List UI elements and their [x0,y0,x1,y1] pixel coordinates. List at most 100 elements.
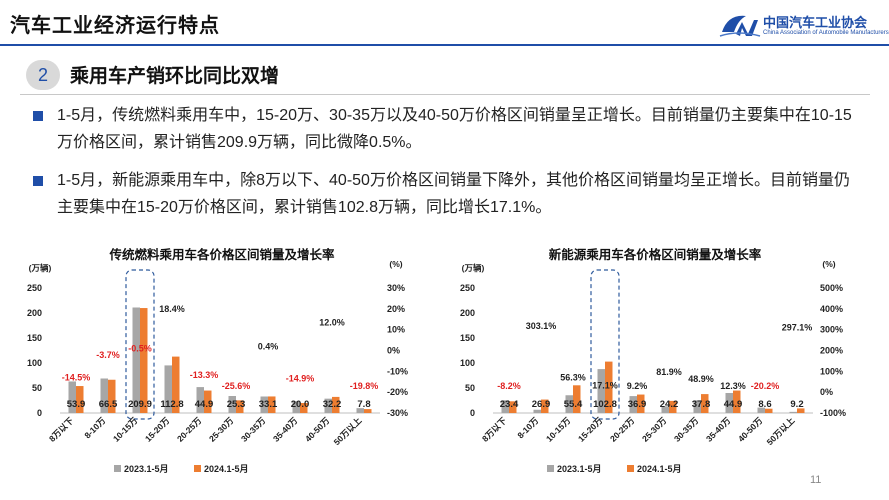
bar-2023 [292,401,300,413]
value-label: 25.3 [227,399,246,410]
page-number: 11 [810,474,822,486]
x-tick-label: 10-15万 [544,415,573,444]
bar-2024 [605,361,613,413]
chart-title: 传统燃料乘用车各价格区间销量及增长率 [108,247,335,262]
bar-2024 [509,401,517,413]
y2-tick-label: 10% [387,325,405,335]
y2-tick-label: 0% [387,346,400,356]
bar-2023 [196,387,204,413]
bar-2023 [228,396,236,413]
bar-2023 [260,396,268,413]
bar-2023 [324,398,332,413]
x-tick-label: 8万以下 [480,415,509,444]
value-label: 53.9 [67,399,86,410]
value-label: 24.2 [660,399,679,410]
y-axis-label: (万辆) [462,263,485,273]
bar-2024 [300,403,308,413]
y-tick-label: 0 [470,408,475,418]
value-label: 23.4 [500,399,519,410]
bar-2024 [172,356,180,413]
bar-2024 [637,394,645,413]
chart-conventional-fuel: 传统燃料乘用车各价格区间销量及增长率 (万辆) (%) 0 50 100 150 200 250… [22,240,442,490]
growth-label: 12.3% [720,381,746,391]
value-label: 55.4 [564,399,583,410]
growth-label: 48.9% [688,374,714,384]
value-label: 44.9 [724,399,743,410]
bullet-square-icon [33,176,43,186]
bar-2024 [364,409,372,413]
value-label: 9.2 [790,399,803,410]
y-tick-label: 50 [465,383,475,393]
value-label: 32.2 [323,399,342,410]
y2-tick-label: 0% [820,387,833,397]
value-label: 33.1 [259,399,278,410]
y-tick-label: 150 [460,333,475,343]
section-title: 乘用车产销环比同比双增 [70,66,280,87]
y2-tick-label: -100% [820,408,846,418]
bar-2024 [733,390,741,413]
x-tick-label: 35-40万 [271,415,300,444]
value-label: 26.9 [532,399,551,410]
legend-label: 2024.1-5月 [637,464,682,474]
value-label: 8.6 [758,399,771,410]
bullet-square-icon [33,111,43,121]
bar-2024 [204,390,212,413]
x-tick-label: 15-20万 [576,415,605,444]
y2-tick-label: -20% [387,387,408,397]
bar-2023 [693,400,701,413]
chart-svg: 新能源乘用车各价格区间销量及增长率 (万辆) (%) 0 50 100 150 200 250 5… [460,247,846,474]
chart-title: 新能源乘用车各价格区间销量及增长率 [549,247,762,262]
page-title: 汽车工业经济运行特点 [10,15,220,37]
bar-2023 [356,408,364,413]
growth-label: -3.7% [96,350,120,360]
value-label: 209.9 [128,399,152,410]
y2-axis-label: (%) [389,259,402,269]
y-tick-label: 0 [37,408,42,418]
y2-tick-label: 400% [820,304,843,314]
y-tick-label: 200 [460,308,475,318]
y2-tick-label: 500% [820,283,843,293]
growth-label: -14.5% [62,373,91,383]
bullet-item: 1-5月，传统燃料乘用车中，15-20万、30-35万以及40-50万价格区间销… [33,102,863,156]
x-tick-label: 50万以上 [765,415,797,447]
legend-swatch [114,465,121,472]
value-label: 44.9 [195,399,214,410]
y2-axis-label: (%) [822,259,835,269]
y-tick-label: 150 [27,333,42,343]
value-label: 102.8 [593,399,617,410]
bar-2023 [100,378,108,413]
growth-label: -8.2% [497,381,521,391]
bar-2024 [140,308,148,413]
growth-label: 9.2% [627,381,648,391]
x-tick-label: 30-35万 [672,415,701,444]
y2-tick-label: 300% [820,325,843,335]
y-tick-label: 50 [32,383,42,393]
growth-label: 18.4% [159,304,185,314]
growth-label: 56.3% [560,372,586,382]
chart-new-energy: 新能源乘用车各价格区间销量及增长率 (万辆) (%) 0 50 100 150 200 250 5… [455,240,875,490]
y-tick-label: 200 [27,308,42,318]
x-tick-label: 8-10万 [515,415,540,440]
growth-label: -25.6% [222,381,251,391]
y-tick-label: 100 [460,358,475,368]
chart-svg: 传统燃料乘用车各价格区间销量及增长率 (万辆) (%) 0 50 100 150 200 250… [27,247,408,474]
x-tick-label: 15-20万 [143,415,172,444]
growth-label: 12.0% [319,318,345,328]
growth-label: -14.9% [286,374,315,384]
bar-2024 [268,396,276,413]
y2-tick-label: -10% [387,366,408,376]
bar-2024 [765,408,773,413]
y2-tick-label: 30% [387,283,405,293]
value-label: 36.9 [628,399,647,410]
bullet-text: 1-5月，新能源乘用车中，除8万以下、40-50万价格区间销量下降外，其他价格区… [57,172,850,216]
legend-label: 2023.1-5月 [124,464,169,474]
value-label: 112.8 [160,399,183,410]
legend-label: 2024.1-5月 [204,464,249,474]
legend-swatch [627,465,634,472]
x-tick-label: 20-25万 [608,415,637,444]
growth-label: -20.2% [751,381,780,391]
title-divider [0,44,889,46]
y2-tick-label: 100% [820,366,843,376]
y-tick-label: 100 [27,358,42,368]
bar-2023 [132,307,140,413]
